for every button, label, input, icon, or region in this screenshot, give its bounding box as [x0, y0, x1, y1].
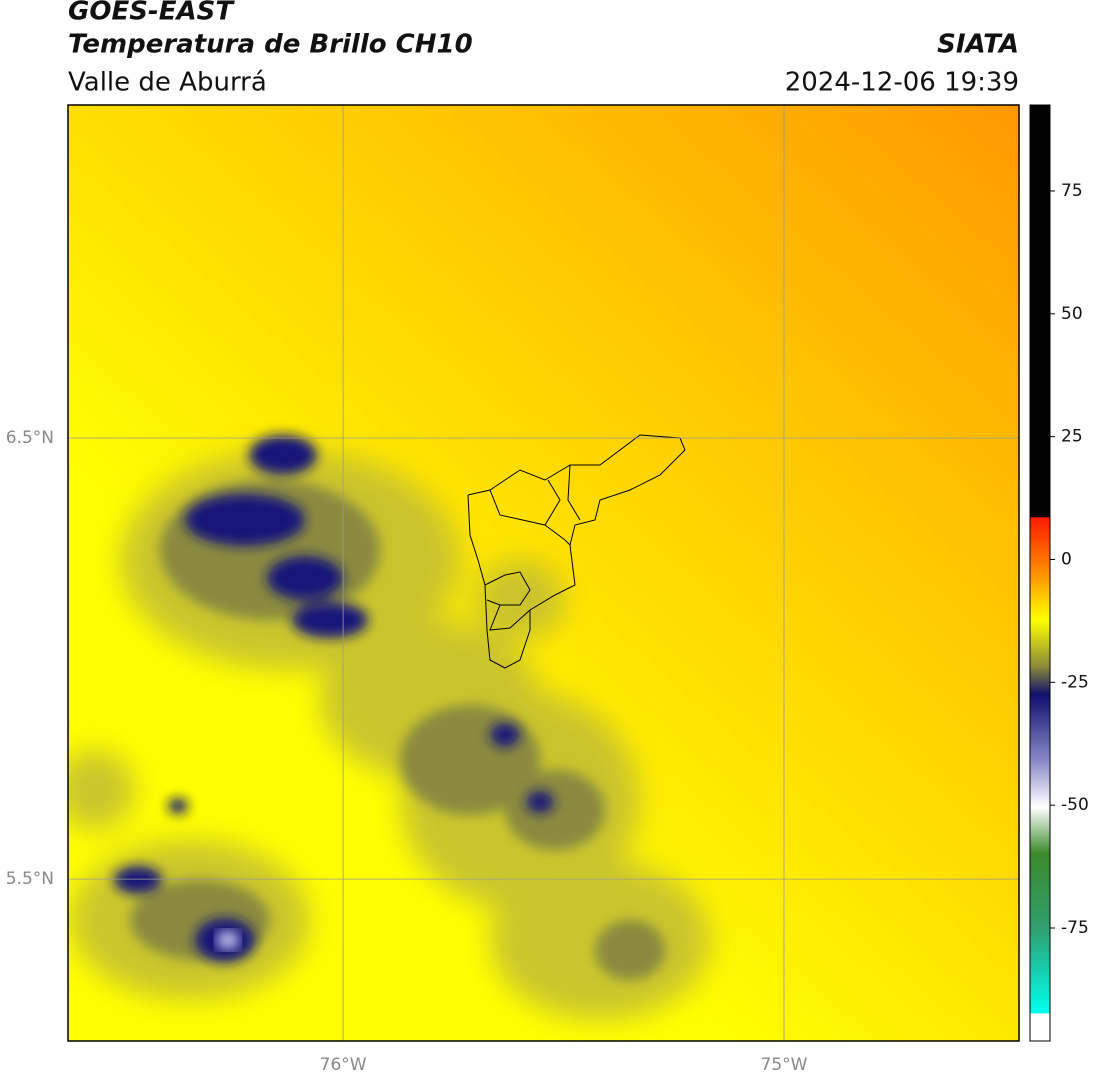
map-field	[68, 105, 1019, 1041]
grid	[68, 105, 1019, 1041]
map-frame	[67, 104, 1020, 1042]
timestamp: 2024-12-06 19:39	[785, 68, 1019, 98]
y-tick-label: 6.5°N	[6, 428, 54, 448]
source: SIATA	[937, 30, 1019, 60]
colorbar-tick-label: -50	[1061, 795, 1089, 815]
x-tick-label: 76°W	[320, 1055, 367, 1075]
colorbar-tick-label: -75	[1061, 918, 1089, 938]
satellite: GOES-EAST	[68, 0, 235, 27]
colorbar-tick-label: -25	[1061, 672, 1089, 692]
product: Temperatura de Brillo CH10	[68, 30, 473, 60]
colorbar-tick-label: 25	[1061, 427, 1083, 447]
colorbar	[1029, 104, 1051, 1042]
colorbar-tick-label: 75	[1061, 181, 1083, 201]
colorbar-tick-label: 50	[1061, 304, 1083, 324]
x-tick-label: 75°W	[761, 1055, 808, 1075]
boundaries	[467, 434, 686, 669]
y-tick-label: 5.5°N	[6, 869, 54, 889]
colorbar-tick-label: 0	[1061, 549, 1072, 569]
region: Valle de Aburrá	[68, 68, 267, 98]
